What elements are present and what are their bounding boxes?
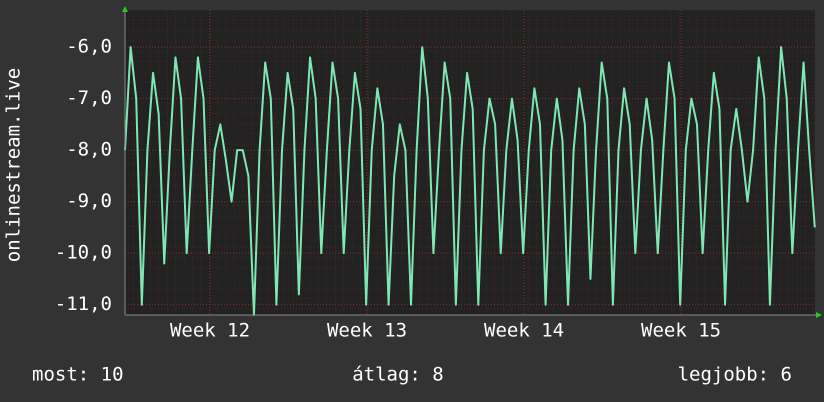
y-tick-label: -9,0 bbox=[66, 190, 112, 212]
y-axis-label: onlinestream.live bbox=[3, 68, 25, 262]
y-tick-label: -11,0 bbox=[55, 293, 112, 315]
data-line bbox=[124, 46, 816, 316]
x-tick-label: Week 12 bbox=[170, 320, 250, 342]
x-tick-label: Week 13 bbox=[327, 320, 407, 342]
axis-arrow bbox=[816, 312, 822, 318]
y-tick-label: -8,0 bbox=[66, 139, 112, 161]
footer-best: legjobb: 6 bbox=[678, 364, 792, 386]
y-tick-label: -6,0 bbox=[66, 36, 112, 58]
footer-current: most: 10 bbox=[32, 364, 124, 386]
footer-average: átlag: 8 bbox=[352, 364, 444, 386]
axis-arrow bbox=[122, 6, 128, 12]
minor-grid bbox=[125, 10, 815, 315]
x-tick-label: Week 14 bbox=[484, 320, 564, 342]
y-tick-label: -7,0 bbox=[66, 87, 112, 109]
y-tick-label: -10,0 bbox=[55, 242, 112, 264]
x-tick-label: Week 15 bbox=[641, 320, 721, 342]
